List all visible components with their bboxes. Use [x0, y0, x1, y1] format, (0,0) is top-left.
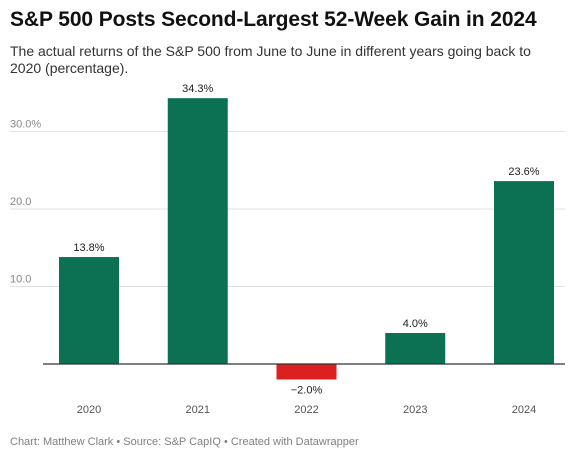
chart-subtitle: The actual returns of the S&P 500 from J…: [10, 43, 531, 76]
y-tick-label: 30.0%: [10, 119, 41, 131]
chart-title: S&P 500 Posts Second-Largest 52-Week Gai…: [10, 8, 537, 31]
x-tick-label: 2022: [294, 404, 318, 416]
bar: [494, 181, 554, 364]
bar: [167, 98, 228, 365]
bar: [385, 333, 446, 364]
data-label: 4.0%: [403, 318, 428, 330]
bar: [276, 364, 337, 380]
data-label: 34.3%: [182, 83, 213, 95]
chart-footer: Chart: Matthew Clark • Source: S&P CapIQ…: [10, 436, 359, 448]
data-label: 13.8%: [73, 242, 104, 254]
x-tick-label: 2020: [77, 404, 101, 416]
x-tick-label: 2023: [403, 404, 427, 416]
y-tick-label: 20.0: [10, 196, 31, 208]
data-label: −2.0%: [291, 385, 323, 397]
x-tick-label: 2021: [186, 404, 210, 416]
data-label: 23.6%: [508, 166, 539, 178]
y-tick-label: 10.0: [10, 274, 31, 286]
bar-chart: 10.0 20.0 30.0% 13.8% 2020 34.3% 2021 −2.0% 2022…: [10, 83, 565, 416]
x-tick-label: 2024: [512, 404, 536, 416]
bar: [59, 257, 119, 364]
